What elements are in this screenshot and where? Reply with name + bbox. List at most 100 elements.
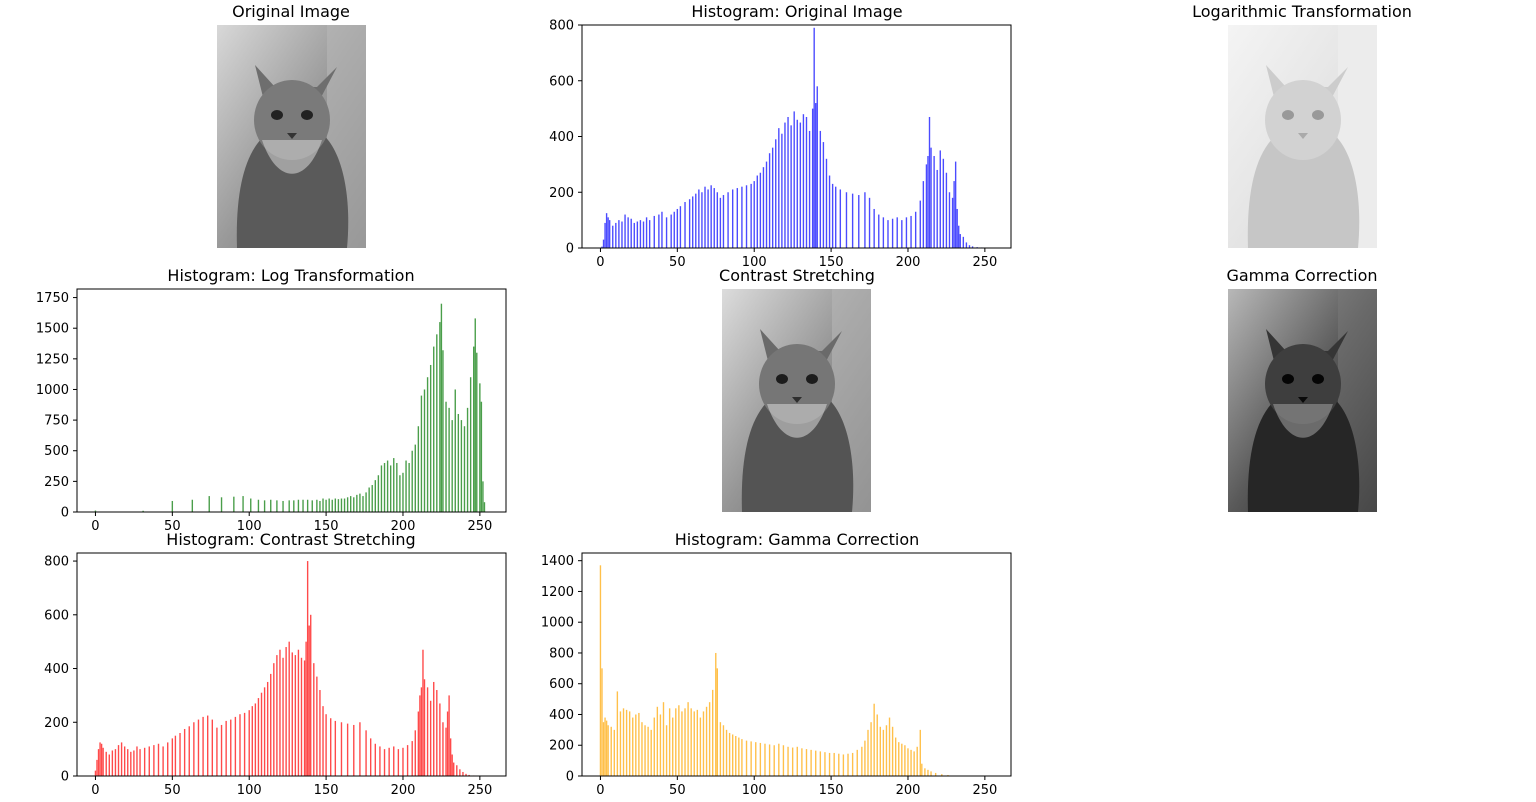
hist-bar — [350, 496, 352, 512]
hist-bar — [927, 769, 929, 776]
cat-photo-log — [1228, 25, 1377, 248]
hist-bar — [417, 426, 420, 512]
hist-bar — [913, 751, 915, 776]
hist-bar — [480, 401, 483, 512]
hist-bar — [811, 108, 814, 248]
hist-bar — [250, 498, 252, 512]
hist-bar — [819, 130, 822, 248]
hist-bar — [644, 725, 646, 776]
hist-bar — [423, 389, 426, 512]
hist-bar — [279, 649, 281, 776]
hist-bar — [483, 502, 486, 512]
hist-bar — [397, 749, 400, 776]
y-tick-label: 1000 — [541, 616, 574, 631]
hist-bar — [482, 481, 484, 512]
hist-bar — [856, 749, 858, 776]
hist-bar — [402, 747, 404, 776]
hist-bar — [273, 663, 275, 776]
hist-bar — [901, 743, 903, 776]
hist-bar — [882, 217, 885, 248]
hist-bar — [251, 706, 253, 776]
hist-bar — [864, 740, 866, 776]
hist-bar — [665, 217, 668, 248]
hist-bar — [433, 681, 435, 776]
hist-bar — [297, 649, 300, 776]
hist-bar — [768, 153, 771, 248]
hist-bar — [882, 729, 885, 776]
hist-bar — [426, 377, 429, 512]
x-tick-label: 50 — [669, 255, 686, 270]
hist-bar — [96, 759, 98, 776]
y-tick-label: 400 — [549, 130, 574, 145]
plot-frame — [581, 552, 1012, 777]
hist-bar — [647, 726, 649, 776]
hist-bar — [365, 492, 367, 512]
x-tick-label: 200 — [391, 783, 416, 798]
hist-bar — [396, 462, 398, 512]
hist-bar — [796, 119, 798, 249]
hist-bar — [108, 754, 110, 776]
hist-bar — [130, 751, 132, 776]
hist-bar — [641, 722, 643, 776]
hist-bar — [393, 458, 395, 512]
hist-bar — [340, 498, 343, 512]
hist-bar — [473, 775, 475, 776]
hist-bar — [661, 211, 663, 248]
hist-bar — [371, 485, 373, 512]
x-tick-label: 0 — [91, 519, 99, 534]
hist-bar — [662, 702, 665, 776]
hist-bar — [386, 460, 389, 512]
hist-bar — [858, 195, 860, 248]
x-tick-label: 200 — [896, 783, 921, 798]
hist-bar — [659, 714, 662, 776]
plot-frame — [76, 552, 507, 777]
hist-bar — [429, 700, 432, 776]
hist-bar — [368, 487, 370, 512]
hist-bar — [148, 746, 150, 776]
x-tick-label: 150 — [819, 783, 844, 798]
hist-bar — [861, 746, 863, 776]
hist-bar — [831, 183, 834, 248]
hist-bar — [650, 729, 652, 776]
hist-bar — [266, 681, 269, 776]
hist-bar — [673, 211, 675, 248]
hist-bar — [713, 188, 715, 248]
hist-bar — [971, 246, 974, 248]
hist-bar — [220, 497, 223, 512]
hist-bar — [635, 714, 637, 776]
hist-bar — [810, 749, 812, 776]
hist-bar — [681, 711, 683, 776]
hist-bar — [202, 716, 204, 776]
y-tick-label: 1250 — [36, 352, 69, 367]
hist-bar — [919, 729, 921, 776]
hist-bar — [878, 214, 880, 248]
y-tick-label: 1500 — [36, 322, 69, 337]
hist-bar — [305, 641, 307, 776]
hist-bar — [334, 720, 337, 776]
hist-bar — [423, 679, 426, 776]
hist-bar — [406, 745, 409, 776]
hist-bar — [188, 726, 190, 776]
hist-bar — [220, 724, 223, 776]
hist-bar — [953, 181, 955, 248]
hist-bar — [867, 729, 869, 776]
hist-bar — [340, 722, 343, 776]
hist-bar — [873, 208, 875, 248]
hist-bar — [639, 220, 642, 248]
hist-bar — [377, 475, 380, 512]
hist-bar — [787, 746, 789, 776]
x-tick-label: 100 — [742, 783, 767, 798]
hist-bar — [808, 130, 811, 248]
hist-bar — [936, 169, 938, 248]
hist-bar — [839, 189, 842, 248]
x-tick-label: 250 — [467, 783, 492, 798]
hist-bar — [476, 352, 478, 512]
y-tick-label: 200 — [549, 186, 574, 201]
hist-bar — [374, 743, 376, 776]
hist-bar — [120, 742, 123, 776]
hist-bar — [813, 27, 815, 248]
hist-bar — [885, 725, 888, 776]
hist-bar — [954, 161, 957, 248]
y-tick-label: 1400 — [541, 554, 574, 569]
hist-bar — [288, 641, 290, 776]
